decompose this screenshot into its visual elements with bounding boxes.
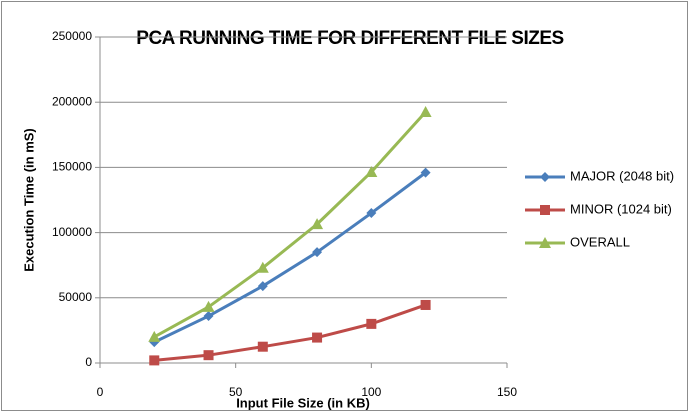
marker <box>203 350 214 361</box>
marker <box>312 332 323 343</box>
marker <box>312 247 323 258</box>
marker <box>365 165 378 177</box>
legend-label: MAJOR (2048 bit) <box>570 168 674 183</box>
y-axis-label: Execution Time (in mS) <box>21 128 36 272</box>
marker <box>420 167 431 178</box>
series-line <box>153 110 427 339</box>
series-line <box>153 171 427 344</box>
chart-title: PCA RUNNING TIME FOR DIFFERENT FILE SIZE… <box>136 28 563 49</box>
x-tick-label: 50 <box>229 385 243 399</box>
marker <box>257 341 268 352</box>
legend-marker <box>539 237 551 248</box>
y-tick-label: 200000 <box>52 94 92 108</box>
marker <box>202 300 215 312</box>
legend-label: MINOR (1024 bit) <box>570 201 672 216</box>
x-axis-label: Input File Size (in KB) <box>236 395 370 410</box>
marker <box>257 281 268 292</box>
y-tick-label: 150000 <box>52 160 92 174</box>
marker <box>256 261 269 273</box>
legend-marker <box>540 172 550 182</box>
marker <box>366 208 377 219</box>
marker <box>311 218 324 230</box>
y-tick-label: 250000 <box>52 29 92 43</box>
x-tick-label: 100 <box>361 385 381 399</box>
y-tick-label: 50000 <box>59 290 93 304</box>
x-tick-label: 0 <box>97 385 104 399</box>
marker <box>203 311 214 322</box>
marker <box>148 330 161 342</box>
marker <box>366 318 377 329</box>
y-tick-label: 100000 <box>52 225 92 239</box>
legend-marker <box>540 205 550 215</box>
x-tick-label: 150 <box>497 385 517 399</box>
legend-label: OVERALL <box>570 234 630 249</box>
marker <box>420 299 431 310</box>
marker <box>149 355 160 366</box>
series-line <box>154 303 427 362</box>
y-tick-label: 0 <box>85 355 92 369</box>
marker <box>419 105 432 117</box>
